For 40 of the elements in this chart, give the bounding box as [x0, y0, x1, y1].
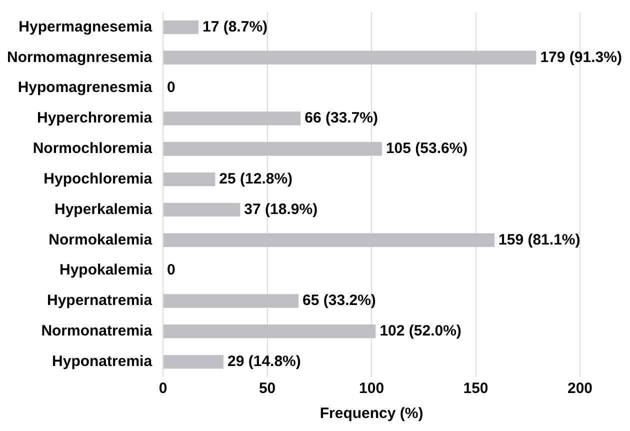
y-tick-label: Hypomagrenesmia — [18, 79, 153, 96]
bar — [164, 202, 240, 217]
data-label: 29 (14.8%) — [228, 352, 301, 370]
bar — [164, 354, 224, 369]
x-tick-label: 0 — [158, 380, 168, 398]
bar — [164, 172, 216, 186]
bar — [164, 112, 301, 126]
x-tick-label: 200 — [567, 380, 593, 398]
y-tick-label: Normonatremia — [41, 322, 153, 340]
y-tick-label: Hyponatremia — [52, 352, 153, 370]
bar — [164, 20, 198, 34]
y-tick-label: Hypermagnesemia — [18, 18, 153, 36]
x-tick-label: 50 — [258, 380, 276, 398]
y-tick-label: Normomagnresemia — [6, 48, 153, 66]
x-tick-label: 100 — [359, 380, 384, 398]
y-tick-label: Normokalemia — [48, 231, 153, 248]
bar — [164, 50, 536, 64]
data-label: 0 — [167, 79, 176, 96]
y-tick-label: Hypokalemia — [60, 262, 153, 279]
bar — [164, 233, 495, 247]
data-label: 102 (52.0%) — [380, 322, 462, 340]
y-tick-label: Normochloremia — [32, 140, 153, 158]
data-label: 159 (81.1%) — [498, 231, 580, 248]
x-tick-label: 150 — [463, 380, 488, 398]
y-tick-label: Hypernatremia — [47, 292, 153, 310]
data-label: 65 (33.2%) — [302, 292, 376, 310]
data-label: 105 (53.6%) — [386, 140, 468, 158]
data-label: 0 — [167, 262, 176, 279]
data-label: 37 (18.9%) — [244, 200, 318, 218]
bar — [164, 324, 376, 338]
y-tick-label: Hyperchroremia — [36, 110, 153, 127]
data-label: 17 (8.7%) — [202, 18, 268, 36]
data-label: 179 (91.3%) — [540, 48, 622, 66]
x-axis-title: Frequency (%) — [320, 405, 424, 422]
y-tick-label: Hypochloremia — [44, 170, 153, 188]
data-label: 25 (12.8%) — [219, 170, 293, 188]
y-tick-label: Hyperkalemia — [54, 200, 153, 218]
bar — [164, 294, 299, 308]
data-label: 66 (33.7%) — [304, 110, 378, 127]
bar — [164, 142, 382, 156]
